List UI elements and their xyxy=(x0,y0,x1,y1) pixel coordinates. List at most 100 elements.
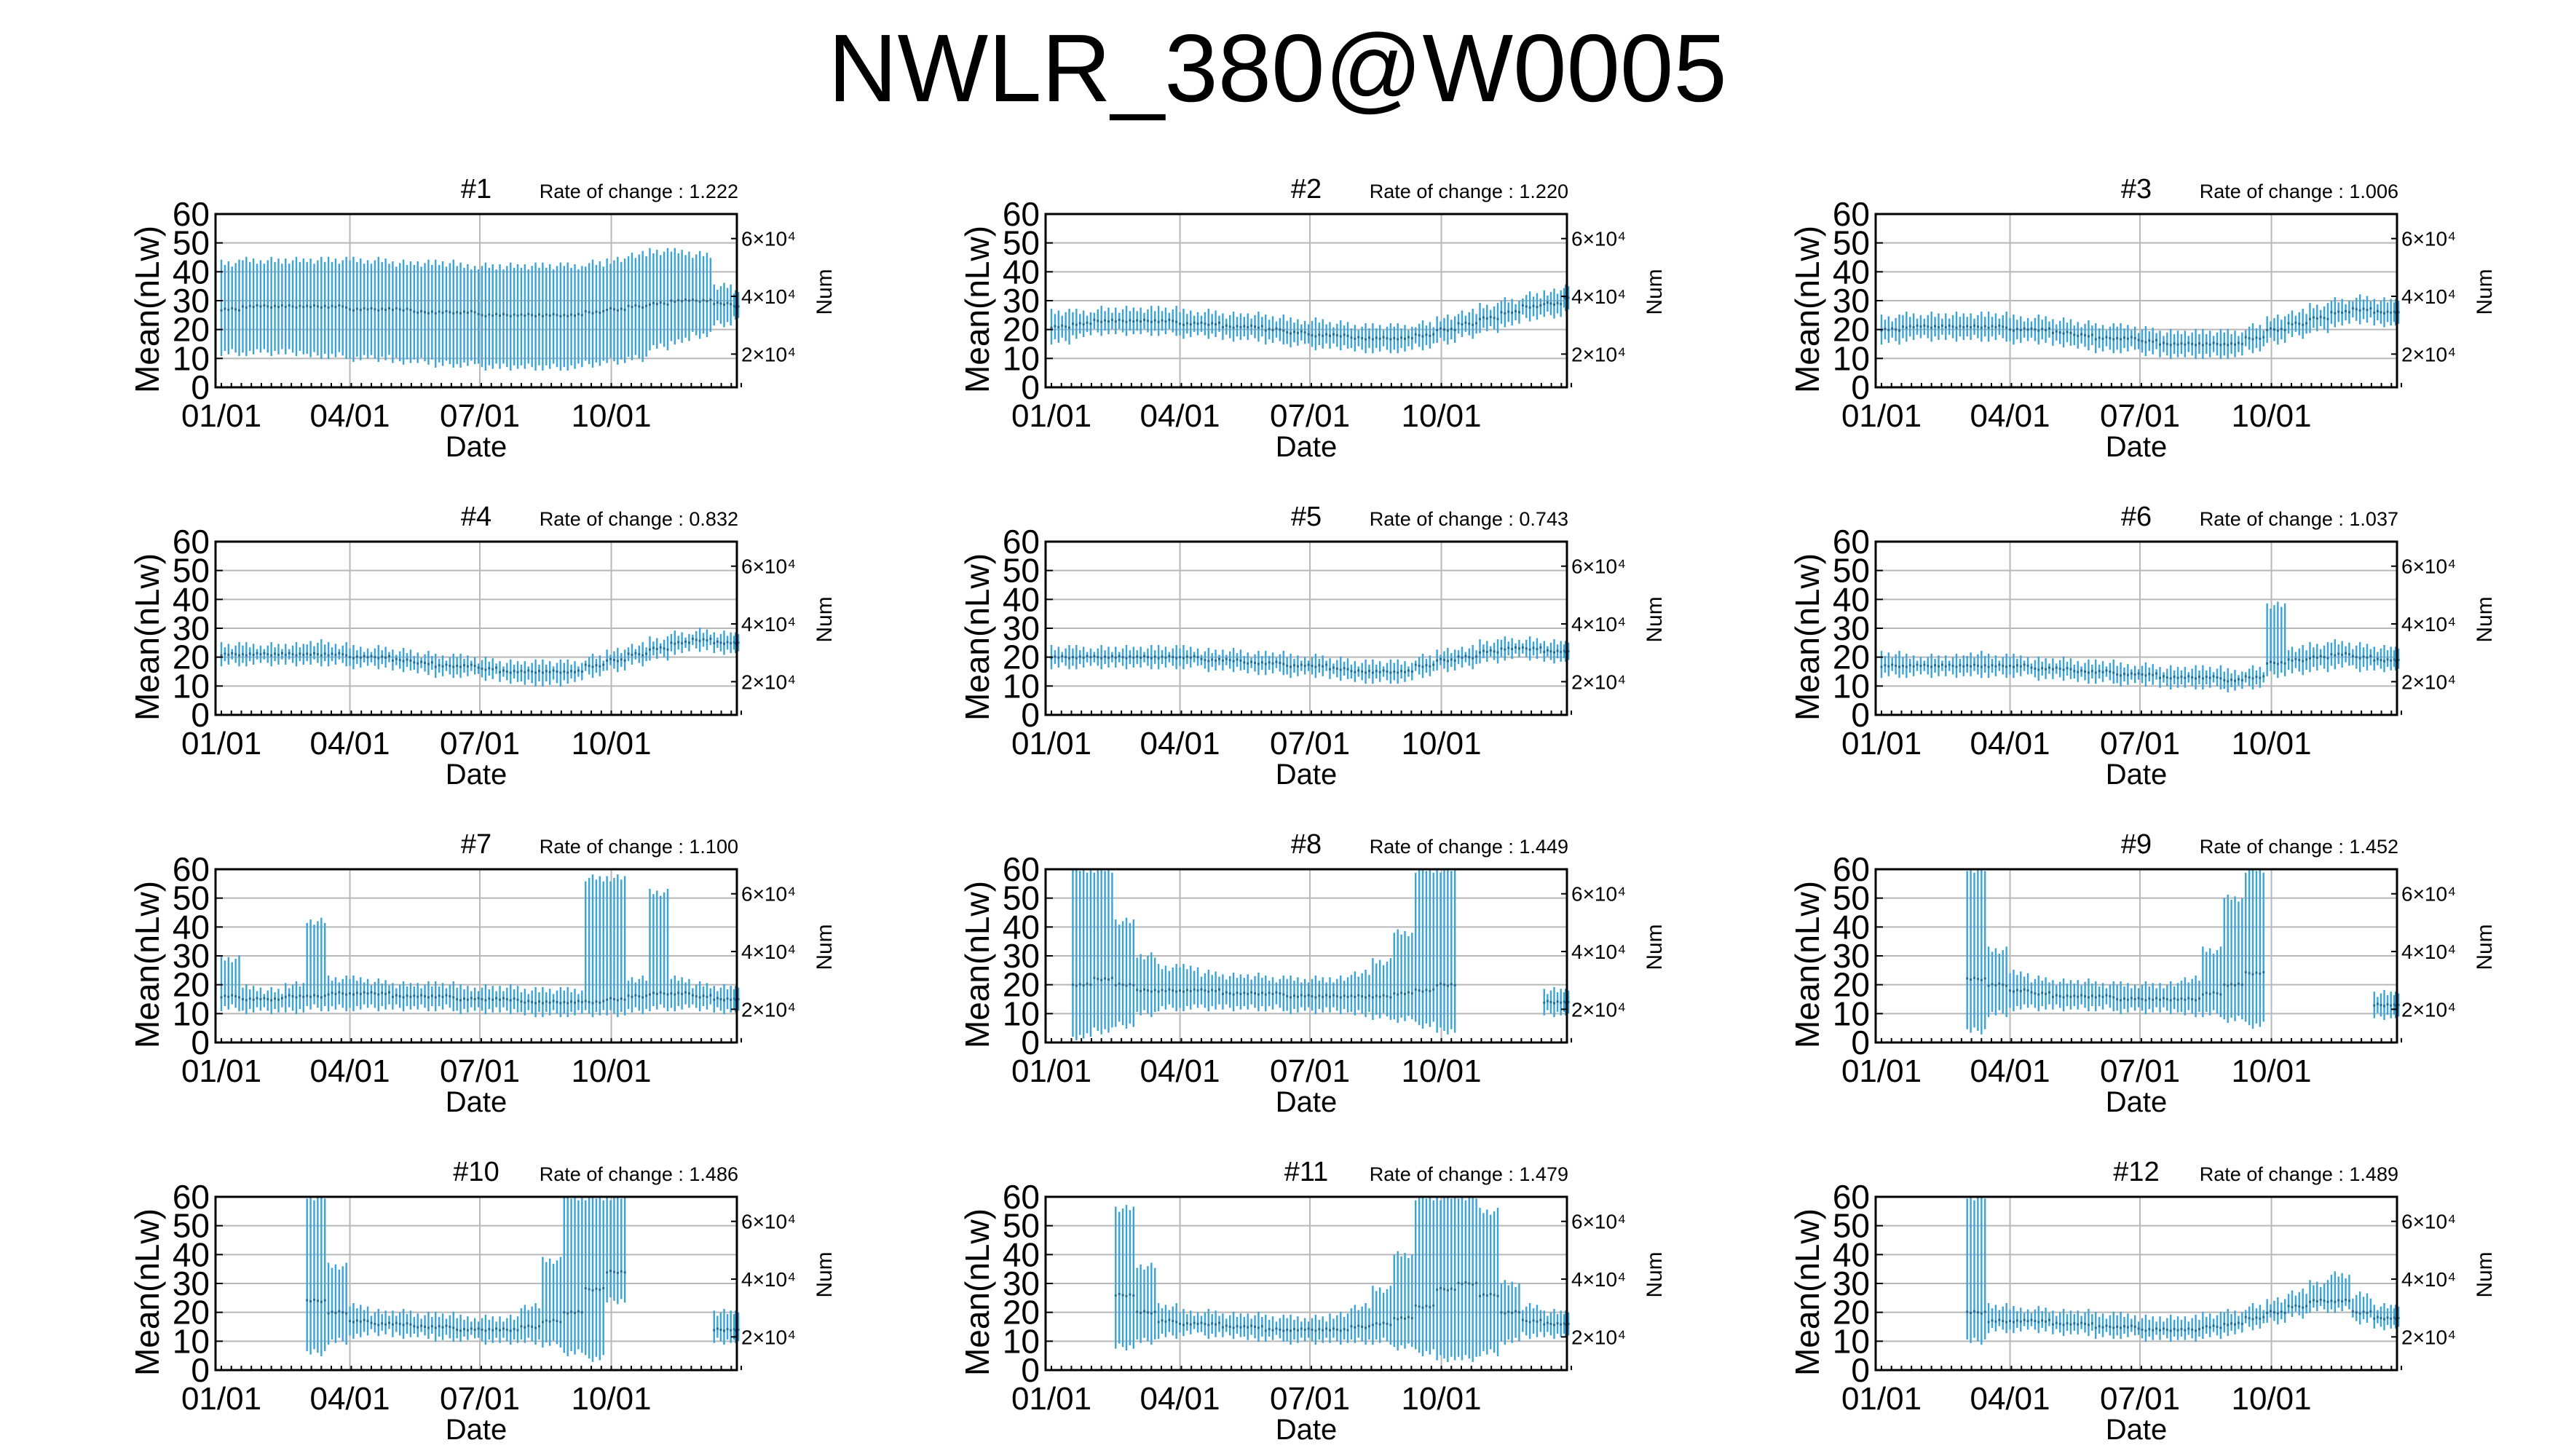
x-minor-ticks xyxy=(1881,1366,2403,1370)
mean-point xyxy=(291,995,294,998)
mean-point xyxy=(655,647,658,650)
mean-point xyxy=(552,1318,555,1321)
mean-point xyxy=(1536,647,1539,650)
y2-tick-label: 6×10⁴ xyxy=(2401,1211,2456,1233)
mean-point xyxy=(513,313,516,316)
mean-point xyxy=(2227,1324,2230,1326)
mean-point xyxy=(2376,1315,2379,1318)
mean-point xyxy=(1482,316,1485,319)
mean-point xyxy=(1414,333,1417,336)
mean-point xyxy=(634,994,637,997)
mean-point xyxy=(309,1300,312,1303)
mean-point xyxy=(2240,984,2243,986)
mean-point xyxy=(1100,978,1103,981)
mean-point xyxy=(2012,665,2015,668)
mean-point xyxy=(1189,656,1192,659)
mean-point xyxy=(1563,296,1565,298)
mean-point xyxy=(449,995,451,998)
mean-point xyxy=(648,648,651,651)
y-tick-label: 30 xyxy=(1833,1265,1870,1302)
mean-point xyxy=(1217,988,1220,991)
mean-point xyxy=(1136,319,1139,322)
mean-point xyxy=(1228,659,1231,662)
mean-point xyxy=(1436,984,1439,986)
mean-point xyxy=(484,1329,487,1332)
mean-point xyxy=(1887,665,1890,668)
mean-point xyxy=(687,299,690,302)
mean-point xyxy=(470,997,473,1000)
x-tick-label: 01/01 xyxy=(181,1053,261,1089)
mean-point xyxy=(1567,650,1570,653)
mean-point xyxy=(248,997,251,1000)
mean-point xyxy=(2280,661,2283,664)
mean-point xyxy=(623,659,626,662)
x-tick-label: 07/01 xyxy=(440,398,520,434)
mean-point xyxy=(1991,664,1994,667)
mean-point xyxy=(1140,989,1142,992)
mean-point xyxy=(1539,304,1542,307)
mean-point xyxy=(299,652,301,655)
y-tick-label: 40 xyxy=(173,1235,210,1273)
mean-point xyxy=(1164,656,1167,659)
mean-point xyxy=(1254,662,1257,665)
mean-point xyxy=(2394,1317,2397,1320)
mean-point xyxy=(1478,651,1481,654)
mean-point xyxy=(2126,1326,2129,1329)
mean-point xyxy=(1504,1312,1506,1315)
mean-point xyxy=(266,653,269,656)
mean-point xyxy=(1446,984,1449,987)
mean-point xyxy=(1286,665,1289,668)
mean-point xyxy=(1275,991,1278,994)
mean-point xyxy=(402,309,405,312)
mean-point xyxy=(1150,1312,1153,1315)
mean-point xyxy=(541,314,544,317)
mean-point xyxy=(1211,322,1214,325)
mean-point xyxy=(1207,990,1210,993)
mean-point xyxy=(1153,319,1156,322)
mean-point xyxy=(2287,658,2290,661)
mean-point xyxy=(2251,677,2254,680)
mean-point xyxy=(1980,978,1983,981)
mean-point xyxy=(374,656,376,659)
mean-point xyxy=(2141,340,2144,343)
mean-point xyxy=(2294,657,2297,660)
mean-point xyxy=(520,1325,523,1328)
mean-point xyxy=(291,305,294,308)
mean-point xyxy=(1393,1317,1396,1320)
mean-point xyxy=(334,1311,337,1314)
mean-point xyxy=(1414,1304,1417,1307)
mean-point xyxy=(2208,676,2211,679)
mean-point xyxy=(1292,1328,1295,1331)
mean-point xyxy=(398,659,401,662)
mean-point xyxy=(1440,1287,1442,1290)
mean-point xyxy=(334,306,337,309)
mean-point xyxy=(719,641,722,644)
mean-point xyxy=(1065,325,1067,328)
mean-point xyxy=(1493,317,1496,320)
mean-point xyxy=(456,665,459,668)
mean-point xyxy=(2062,1324,2065,1326)
mean-point xyxy=(1386,337,1389,340)
mean-point xyxy=(2058,668,2061,670)
mean-point xyxy=(1146,320,1149,323)
mean-point xyxy=(1908,325,1911,328)
mean-point xyxy=(2248,972,2251,975)
mean-point xyxy=(434,996,437,999)
x-tick-label: 04/01 xyxy=(1140,726,1220,761)
mean-point xyxy=(241,998,244,1000)
x-axis-label: Date xyxy=(446,1414,508,1446)
mean-point xyxy=(1966,977,1969,980)
mean-point xyxy=(1378,337,1381,340)
mean-point xyxy=(2227,344,2230,347)
mean-point xyxy=(1110,976,1113,979)
y-tick-label: 0 xyxy=(1851,696,1870,734)
mean-point xyxy=(1489,1292,1492,1295)
mean-point xyxy=(238,309,241,312)
mean-point xyxy=(1425,1305,1428,1307)
mean-point xyxy=(2116,337,2119,340)
mean-point xyxy=(2062,996,2065,999)
mean-point xyxy=(481,998,483,1000)
mean-point xyxy=(1318,664,1321,667)
rate-of-change-label: Rate of change : 1.479 xyxy=(1370,1163,1568,1185)
x-tick-label: 07/01 xyxy=(2100,1381,2180,1417)
